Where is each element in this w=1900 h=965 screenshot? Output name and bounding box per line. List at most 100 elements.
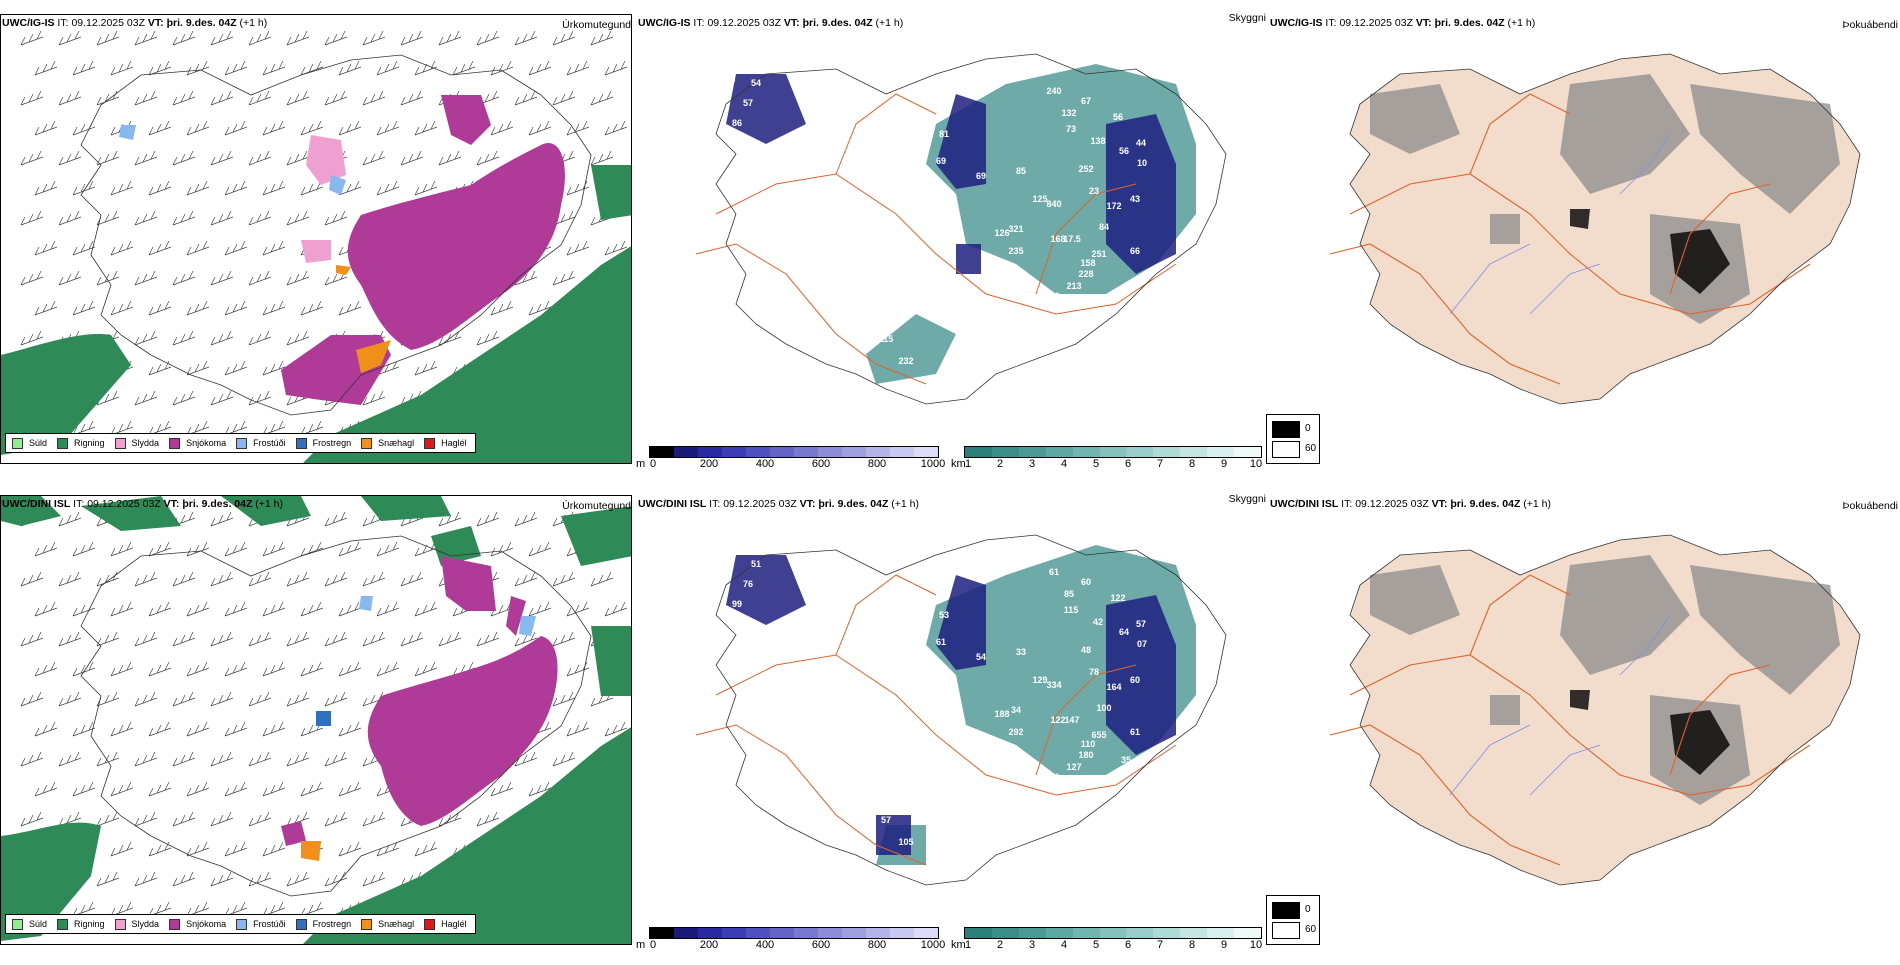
wind-barb [262,781,286,797]
wind-barb [148,841,172,857]
wind-barb [528,541,552,557]
wind-barb [566,661,590,677]
colorbar-tick: 9 [1220,458,1228,470]
colorbar-cell [866,928,890,938]
wind-barb [186,781,210,797]
wind-barb [134,150,158,166]
wind-barb [300,60,324,76]
wind-barb [438,511,462,527]
wind-barb [58,210,82,226]
wind-barb [248,150,272,166]
wind-barb [186,721,210,737]
peak-visibility-label: 07 [1137,639,1147,649]
peak-visibility-label: 147 [1064,715,1079,725]
fog-key-label: 0 [1305,904,1311,915]
wind-barb [476,811,500,827]
colorbar-cell [842,447,866,457]
colorbar-tick: 4 [1060,458,1068,470]
legend-swatch [114,918,126,930]
wind-barb [172,390,196,406]
wind-barb [148,420,172,436]
wind-barb [376,60,400,76]
wind-barb [552,631,576,647]
precip-legend: Súld Rigning Slydda Snjókoma Frostúði Frostre… [5,914,476,934]
colorbar-tick: 9 [1220,939,1228,951]
wind-barb [20,150,44,166]
colorbar-tick: 400 [755,939,775,951]
wind-barb [300,901,324,917]
wind-barb [286,691,310,707]
wind-barb [324,571,348,587]
wind-barb [186,120,210,136]
wind-barb [248,390,272,406]
peak-visibility-label: 210 [1044,291,1059,301]
fog-map[interactable] [1270,14,1900,414]
wind-barb [324,691,348,707]
colorbar-cell [1207,447,1235,457]
wind-barb [528,781,552,797]
wind-barb [224,420,248,436]
wind-barb [224,661,248,677]
legend-swatch [12,437,23,449]
precip-map-frame[interactable]: Súld Rigning Slydda Snjókoma Frostúði Frostre… [0,495,632,945]
wind-barb [262,120,286,136]
peak-visibility-label: 42 [1093,617,1103,627]
wind-barb [172,571,196,587]
colorbar-tick: 7 [1156,939,1164,951]
legend-label: Slydda [131,919,160,929]
wind-barb [400,571,424,587]
row-ig-is: Súld Rigning Slydda Snjókoma Frostúði Frostre… [0,12,1900,484]
wind-barb [362,631,386,647]
wind-barb [72,180,96,196]
legend-label: Frostregn [312,438,352,448]
colorbar-cell [1126,928,1154,938]
wind-barb [476,30,500,46]
wind-barb [134,571,158,587]
peak-visibility-label: 73 [1066,124,1076,134]
wind-barb [248,30,272,46]
precip-map-frame[interactable]: Súld Rigning Slydda Snjókoma Frostúði Frostre… [0,14,632,464]
wind-barb [72,60,96,76]
wind-barb [438,631,462,647]
peak-visibility-label: 48 [1081,645,1091,655]
wind-barb [148,781,172,797]
wind-barb [58,90,82,106]
rain-area [1,165,631,463]
precip-title: Úrkomutegund [562,19,631,31]
legend-swatch [57,437,69,449]
peak-visibility-label: 51 [751,559,761,569]
wind-barb [300,180,324,196]
wind-barb [186,420,210,436]
wind-barb [362,390,386,406]
fog-map[interactable] [1270,495,1900,895]
legend-item: Snjókoma [169,437,226,449]
wind-barb [96,691,120,707]
roads [1329,93,1811,385]
wind-barb [362,811,386,827]
legend-label: Frostregn [312,919,352,929]
colorbar-tick: 200 [699,458,719,470]
colorbar-unit: m [636,939,646,951]
visibility-title: Skyggni [1228,12,1266,24]
peak-visibility-label: 33 [723,559,733,569]
peak-visibility-label: 51 [904,101,914,111]
colorbar-cell [1018,928,1046,938]
snow-pellets-area [336,265,391,373]
colorbar-cell [842,928,866,938]
wind-barb [362,90,386,106]
wind-barb [20,90,44,106]
wind-barb [72,420,96,436]
peak-visibility-label: 60 [1130,675,1140,685]
wind-barb [414,180,438,196]
colorbar-tick: 1000 [920,458,946,470]
legend-item: Frostregn [295,918,352,930]
wind-barb [286,270,310,286]
wind-barb [566,240,590,256]
wind-barb [338,781,362,797]
wind-barb [438,811,462,827]
legend-label: Slydda [131,438,160,448]
roads [1329,574,1811,866]
